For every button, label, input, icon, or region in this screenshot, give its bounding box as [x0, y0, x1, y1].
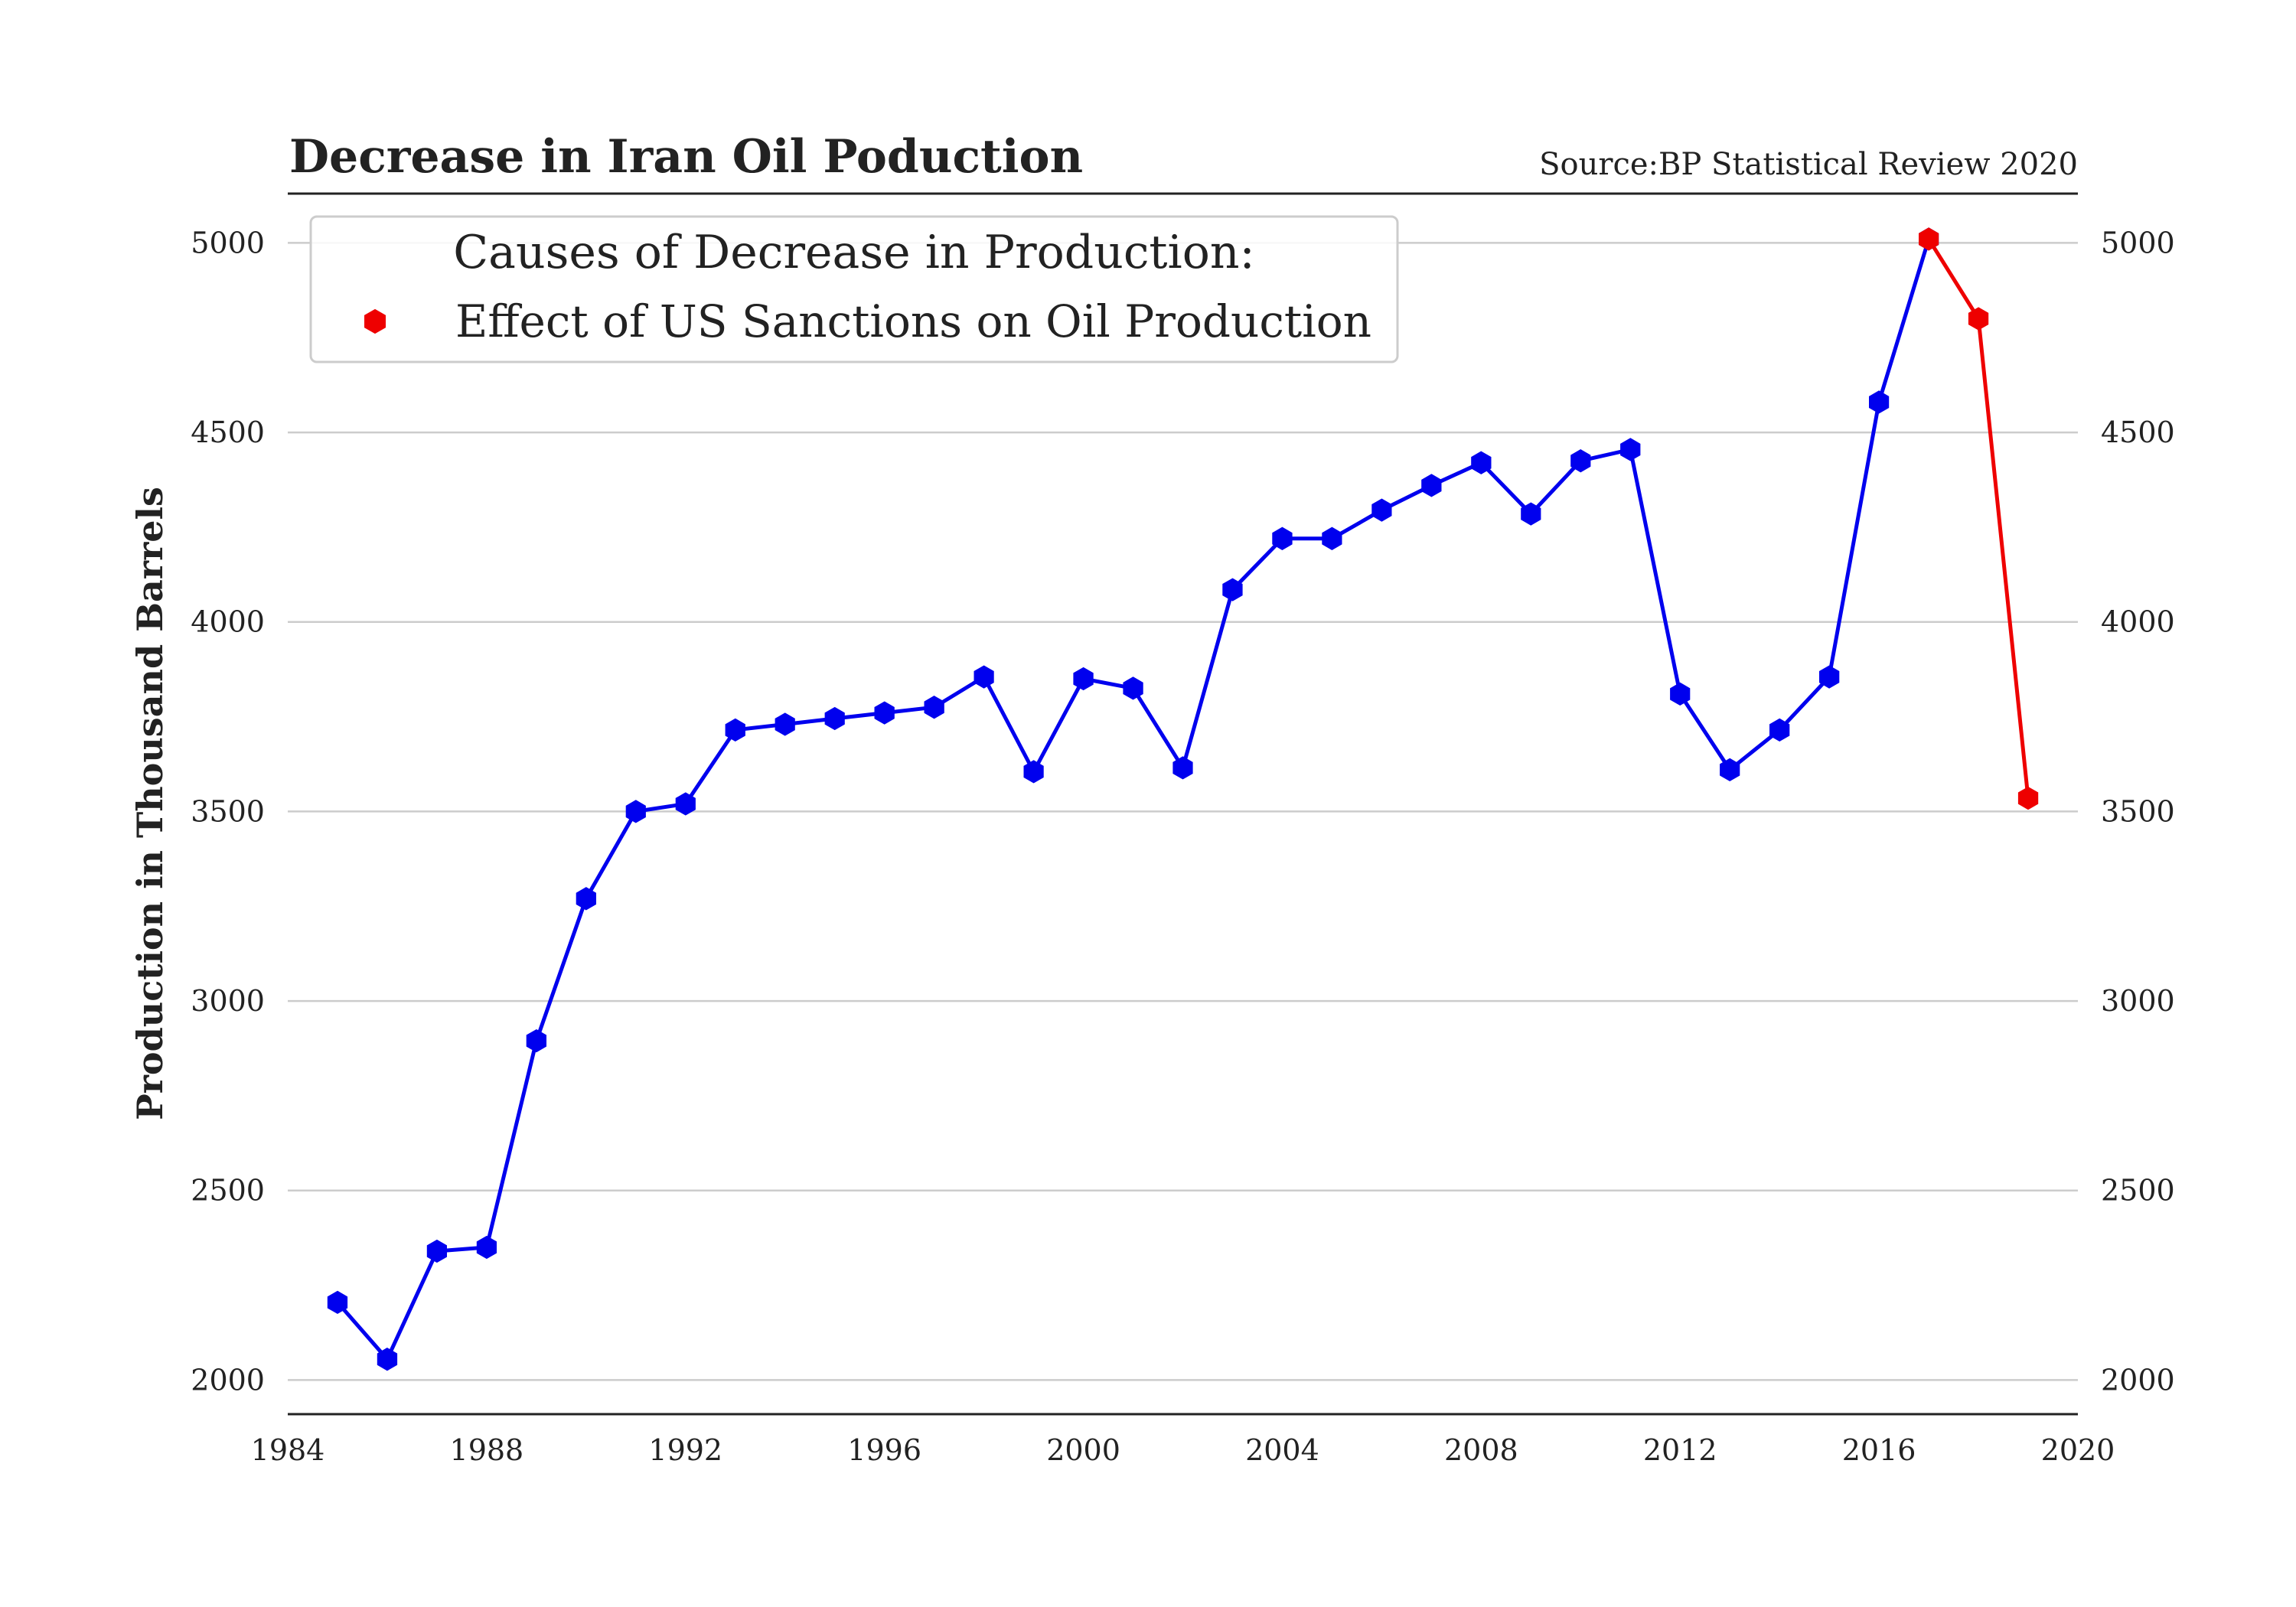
data-point: [476, 1235, 497, 1260]
y-tick-label-right: 4500: [2101, 416, 2175, 449]
y-tick-label-right: 2500: [2101, 1174, 2175, 1208]
x-tick-label: 2016: [1842, 1433, 1916, 1467]
x-axis-ticks: 1984 1988 1992 1996 2000 2004 2008 2012 2016 2020: [251, 1433, 2115, 1467]
data-point: [2017, 786, 2039, 810]
data-point: [1919, 227, 1939, 251]
data-point: [1272, 526, 1293, 550]
x-tick-label: 1988: [450, 1433, 524, 1467]
y-tick-label: 3000: [191, 984, 265, 1018]
data-point: [327, 1290, 348, 1315]
data-point: [1968, 307, 1989, 331]
legend-marker-icon: [364, 308, 386, 334]
data-point: [377, 1348, 398, 1371]
data-point: [1521, 502, 1541, 526]
source-note: Source:BP Statistical Review 2020: [1539, 147, 2078, 182]
legend-entry: Effect of US Sanctions on Oil Production: [455, 295, 1371, 347]
data-point: [1720, 758, 1740, 782]
data-point: [924, 696, 944, 719]
data-point: [1371, 498, 1392, 522]
y-tick-label-right: 5000: [2101, 226, 2175, 259]
legend-box: [309, 215, 1399, 363]
data-point: [1421, 474, 1442, 497]
x-tick-label: 1992: [648, 1433, 722, 1467]
data-point: [1570, 449, 1591, 473]
x-tick-label: 2012: [1643, 1433, 1717, 1467]
data-point: [1769, 718, 1790, 742]
data-point: [1123, 676, 1143, 700]
x-tick-label: 2004: [1245, 1433, 1319, 1467]
gridlines: [288, 242, 2078, 1381]
data-point: [725, 718, 745, 742]
data-point: [625, 800, 646, 823]
y-tick-label-right: 3500: [2101, 794, 2175, 828]
x-tick-label: 1996: [847, 1433, 921, 1467]
x-tick-label: 2008: [1444, 1433, 1518, 1467]
data-point: [775, 712, 795, 736]
chart-title: Decrease in Iran Oil Poduction: [289, 130, 1083, 184]
data-point: [526, 1028, 546, 1053]
data-point: [1869, 390, 1890, 414]
y-tick-label: 2500: [191, 1174, 265, 1208]
y-tick-label-right: 4000: [2101, 605, 2175, 639]
y-axis-label: Production in Thousand Barrels: [129, 487, 171, 1120]
y-axis-ticks: 2000 2000 2500 2500 3000 3000 3500 3500 4000 4000…: [191, 226, 2174, 1397]
y-tick-label: 2000: [191, 1363, 265, 1397]
y-tick-label-right: 3000: [2101, 984, 2175, 1018]
x-tick-label: 1984: [251, 1433, 325, 1467]
data-point: [1620, 438, 1641, 461]
data-point: [874, 701, 895, 725]
y-tick-label: 3500: [191, 794, 265, 828]
data-points: [327, 227, 2039, 1371]
data-point: [1023, 760, 1044, 784]
data-point: [1172, 756, 1193, 780]
y-tick-label: 5000: [191, 226, 265, 259]
data-point: [824, 706, 845, 731]
y-tick-label: 4500: [191, 416, 265, 449]
y-tick-label: 4000: [191, 605, 265, 639]
y-tick-label-right: 2000: [2101, 1363, 2175, 1397]
data-point: [426, 1239, 447, 1263]
data-point: [1073, 667, 1094, 691]
legend-title: Causes of Decrease in Production:: [453, 226, 1254, 279]
data-point: [974, 665, 994, 689]
data-point: [1222, 578, 1243, 601]
data-point: [1471, 451, 1492, 474]
data-point: [675, 792, 696, 816]
x-tick-label: 2000: [1046, 1433, 1120, 1467]
x-tick-label: 2020: [2041, 1433, 2115, 1467]
data-point: [1322, 526, 1342, 550]
data-point: [1670, 682, 1691, 706]
data-point: [576, 887, 596, 911]
legend: Causes of Decrease in Production: Effect…: [309, 215, 1399, 363]
data-point: [1819, 665, 1840, 689]
